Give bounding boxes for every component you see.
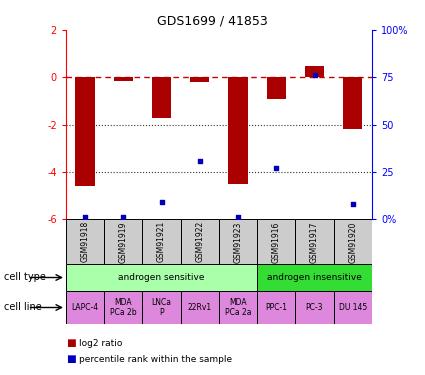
Bar bbox=[181, 219, 219, 264]
Bar bbox=[76, 77, 94, 186]
Bar bbox=[295, 291, 334, 324]
Point bbox=[120, 214, 127, 220]
Text: LAPC-4: LAPC-4 bbox=[71, 303, 99, 312]
Text: GSM91917: GSM91917 bbox=[310, 221, 319, 262]
Bar bbox=[267, 77, 286, 99]
Text: cell line: cell line bbox=[4, 303, 42, 312]
Text: ■: ■ bbox=[66, 354, 76, 364]
Text: GSM91919: GSM91919 bbox=[119, 221, 128, 262]
Point bbox=[349, 201, 356, 207]
Bar bbox=[229, 77, 247, 184]
Text: GSM91923: GSM91923 bbox=[233, 221, 243, 262]
Bar bbox=[104, 219, 142, 264]
Bar bbox=[66, 219, 104, 264]
Bar bbox=[219, 219, 257, 264]
Bar bbox=[104, 291, 142, 324]
Point bbox=[82, 214, 88, 220]
Text: ■: ■ bbox=[66, 338, 76, 348]
Bar bbox=[219, 291, 257, 324]
Text: GSM91922: GSM91922 bbox=[195, 221, 204, 262]
Bar bbox=[181, 291, 219, 324]
Bar bbox=[257, 219, 295, 264]
Text: GDS1699 / 41853: GDS1699 / 41853 bbox=[157, 15, 268, 28]
Text: androgen insensitive: androgen insensitive bbox=[267, 273, 362, 282]
Bar bbox=[343, 77, 362, 129]
Bar bbox=[334, 219, 372, 264]
Text: androgen sensitive: androgen sensitive bbox=[118, 273, 205, 282]
Text: cell type: cell type bbox=[4, 273, 46, 282]
Text: GSM91921: GSM91921 bbox=[157, 221, 166, 262]
Point bbox=[158, 200, 165, 206]
Text: 22Rv1: 22Rv1 bbox=[188, 303, 212, 312]
Point bbox=[235, 214, 241, 220]
Bar bbox=[257, 291, 295, 324]
Text: PPC-1: PPC-1 bbox=[265, 303, 287, 312]
Text: MDA
PCa 2b: MDA PCa 2b bbox=[110, 298, 136, 317]
Bar bbox=[295, 219, 334, 264]
Bar bbox=[113, 77, 133, 81]
Text: PC-3: PC-3 bbox=[306, 303, 323, 312]
Point bbox=[196, 158, 203, 164]
Bar bbox=[142, 291, 181, 324]
Bar bbox=[305, 66, 324, 77]
Bar bbox=[257, 264, 372, 291]
Text: percentile rank within the sample: percentile rank within the sample bbox=[79, 355, 232, 364]
Point bbox=[273, 165, 280, 171]
Text: GSM91916: GSM91916 bbox=[272, 221, 281, 262]
Bar bbox=[66, 264, 257, 291]
Text: DU 145: DU 145 bbox=[339, 303, 367, 312]
Bar bbox=[334, 291, 372, 324]
Text: GSM91918: GSM91918 bbox=[80, 221, 90, 262]
Text: LNCa
P: LNCa P bbox=[151, 298, 172, 317]
Text: GSM91920: GSM91920 bbox=[348, 221, 357, 262]
Text: log2 ratio: log2 ratio bbox=[79, 339, 122, 348]
Bar bbox=[142, 219, 181, 264]
Text: MDA
PCa 2a: MDA PCa 2a bbox=[225, 298, 251, 317]
Bar bbox=[190, 77, 209, 82]
Point bbox=[311, 72, 318, 78]
Bar bbox=[152, 77, 171, 118]
Bar bbox=[66, 291, 104, 324]
